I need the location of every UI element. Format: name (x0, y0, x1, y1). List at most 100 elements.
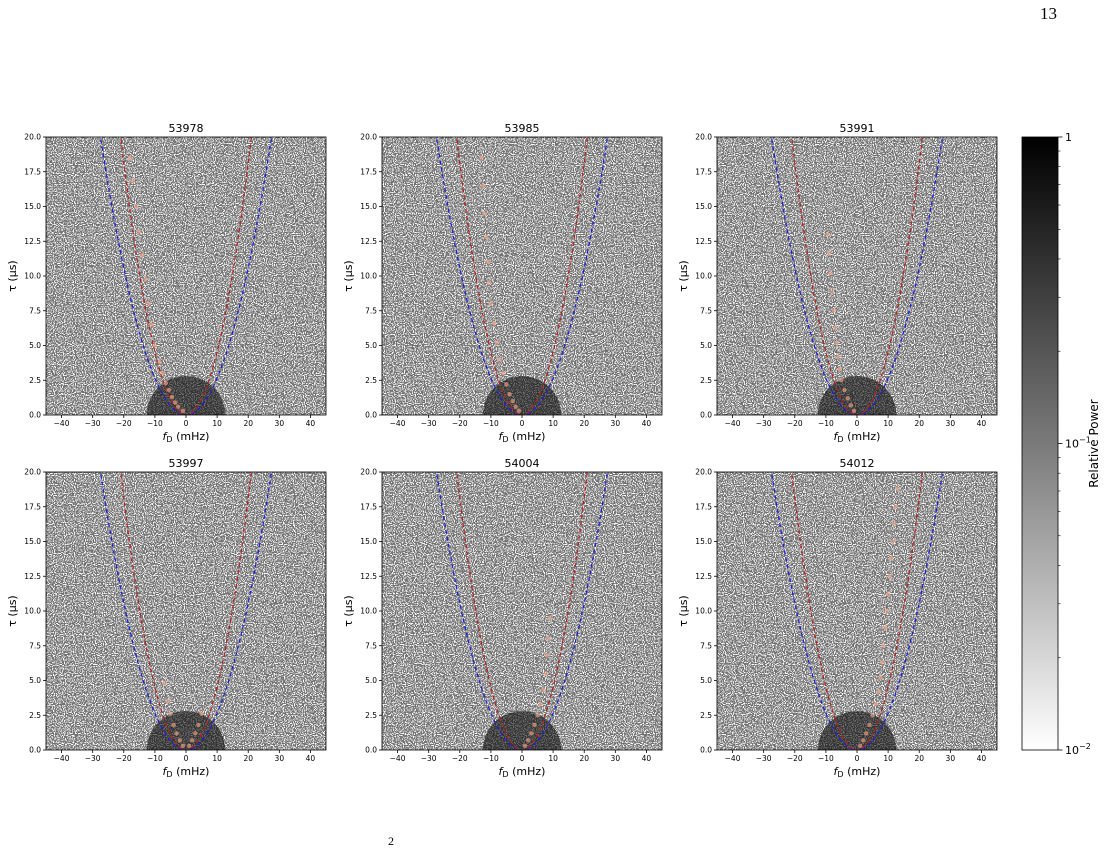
data-point (494, 340, 500, 345)
x-tick-label: −20 (116, 419, 132, 428)
y-axis-label: τ (μs) (677, 595, 690, 626)
power-core (482, 711, 562, 750)
x-tick-label: −40 (54, 419, 70, 428)
y-tick-label: 15.0 (695, 537, 712, 546)
data-point (851, 408, 857, 414)
x-tick-label: −40 (390, 754, 406, 763)
plot-area (717, 137, 997, 415)
data-point (485, 259, 490, 265)
data-point (526, 738, 531, 743)
data-point (168, 711, 173, 717)
y-tick-label: 12.5 (24, 572, 41, 581)
power-density (46, 644, 326, 750)
x-tick-label: 30 (611, 419, 621, 428)
y-tick-label: 20.0 (695, 133, 712, 142)
x-tick-label: −40 (725, 419, 741, 428)
panel-title: 53978 (169, 122, 204, 135)
y-tick-label: 17.5 (360, 502, 377, 511)
data-point (895, 486, 900, 491)
y-tick-label: 17.5 (360, 167, 377, 176)
data-point (180, 743, 186, 749)
y-tick-label: 15.0 (360, 537, 377, 546)
power-core (817, 376, 897, 415)
power-density (717, 644, 997, 750)
y-tick-label: 17.5 (695, 167, 712, 176)
x-tick-label: 10 (883, 754, 893, 763)
y-tick-label: 0.0 (365, 411, 377, 420)
data-point (498, 357, 503, 362)
y-axis-label: τ (μs) (342, 260, 355, 291)
x-tick-label: 40 (977, 754, 987, 763)
data-point (532, 722, 537, 728)
colorbar-gradient (1022, 137, 1058, 750)
data-point (516, 408, 522, 414)
data-point (146, 301, 151, 306)
data-point (522, 743, 528, 749)
data-point (861, 738, 866, 743)
y-tick-label: 5.0 (365, 676, 377, 685)
y-tick-label: 0.0 (700, 746, 712, 755)
y-axis-label: τ (μs) (6, 260, 19, 291)
x-tick-label: −30 (756, 419, 772, 428)
y-tick-label: 7.5 (700, 306, 712, 315)
data-point (829, 290, 835, 295)
x-tick-label: 30 (275, 754, 285, 763)
y-tick-label: 20.0 (24, 468, 41, 477)
data-point (878, 675, 883, 680)
red-parabola-curve (456, 137, 588, 415)
data-point (199, 711, 204, 717)
x-axis-label: fD (mHz) (163, 430, 210, 444)
x-tick-label: 0 (855, 754, 860, 763)
y-tick-label: 5.0 (700, 341, 712, 350)
power-density (46, 309, 326, 415)
data-point (482, 211, 487, 216)
data-point (825, 232, 830, 237)
x-tick-label: 20 (579, 754, 589, 763)
blue-parabola-curve (99, 472, 273, 750)
data-point (842, 387, 847, 393)
y-tick-label: 12.5 (695, 237, 712, 246)
y-tick-label: 20.0 (360, 133, 377, 142)
x-axis-label: fD (mHz) (499, 430, 546, 444)
y-tick-label: 5.0 (29, 676, 41, 685)
data-point (546, 636, 551, 641)
plot-area (46, 472, 326, 750)
y-axis-label: τ (μs) (677, 260, 690, 291)
data-point (160, 371, 165, 376)
y-tick-label: 2.5 (700, 376, 712, 385)
x-tick-label: 10 (883, 419, 893, 428)
panel-title: 53985 (505, 122, 540, 135)
x-tick-label: 10 (548, 419, 558, 428)
blue-parabola-curve (770, 137, 944, 415)
data-point (143, 276, 148, 281)
y-tick-label: 10.0 (24, 607, 41, 616)
panel-title: 53991 (840, 122, 875, 135)
y-tick-label: 7.5 (365, 306, 377, 315)
x-axis-label: fD (mHz) (163, 765, 210, 779)
y-tick-label: 12.5 (695, 572, 712, 581)
y-tick-label: 2.5 (29, 711, 41, 720)
data-point (547, 615, 553, 621)
y-tick-label: 7.5 (700, 641, 712, 650)
data-point (885, 592, 891, 597)
data-point (190, 738, 195, 743)
x-tick-label: 40 (306, 419, 316, 428)
x-tick-label: −10 (147, 419, 163, 428)
data-point (834, 340, 839, 345)
y-tick-label: 7.5 (365, 641, 377, 650)
x-tick-label: −20 (116, 754, 132, 763)
y-tick-label: 17.5 (24, 502, 41, 511)
y-tick-label: 15.0 (24, 537, 41, 546)
data-point (157, 359, 162, 365)
y-tick-label: 2.5 (700, 711, 712, 720)
y-tick-label: 15.0 (695, 202, 712, 211)
y-tick-label: 5.0 (700, 676, 712, 685)
x-tick-label: −20 (787, 419, 803, 428)
x-tick-label: 0 (855, 419, 860, 428)
data-point (137, 229, 142, 234)
data-point (127, 155, 133, 161)
data-point (828, 271, 833, 276)
y-tick-label: 7.5 (29, 641, 41, 650)
footer-fragment: 2 (388, 834, 394, 848)
